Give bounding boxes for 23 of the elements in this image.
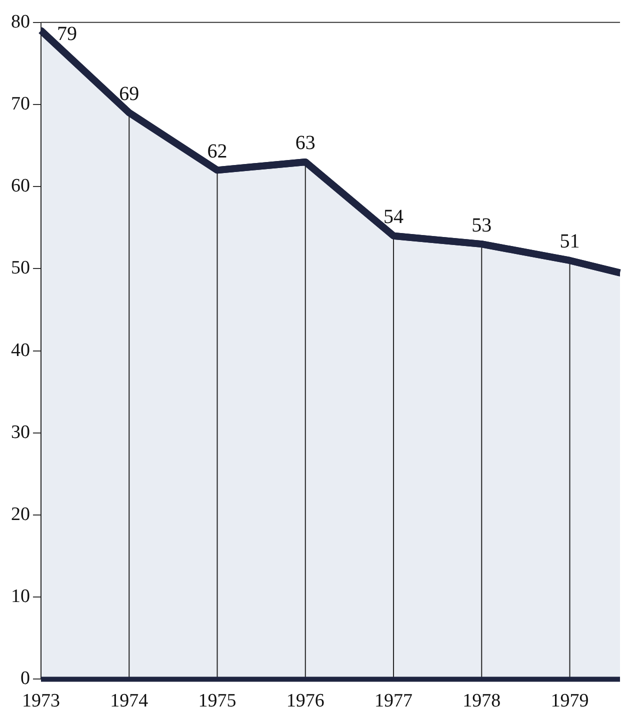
x-tick-label: 1976: [286, 690, 324, 712]
x-tick-label: 1973: [22, 690, 60, 712]
y-tick-label: 30: [11, 422, 30, 443]
x-tick-label: 1974: [110, 690, 149, 712]
data-label: 63: [295, 132, 316, 154]
data-label: 54: [384, 206, 404, 228]
data-label: 69: [119, 82, 140, 105]
y-tick-label: 40: [11, 340, 30, 361]
x-tick-label: 1979: [550, 690, 589, 712]
y-tick-label: 60: [11, 176, 30, 197]
y-tick-label: 0: [20, 668, 30, 690]
y-tick-label: 70: [11, 93, 30, 114]
y-tick-label: 50: [11, 258, 30, 279]
x-tick-label: 1978: [462, 690, 501, 712]
data-label: 79: [57, 22, 77, 45]
y-tick-label: 20: [11, 504, 30, 525]
x-tick-label: 1975: [198, 690, 236, 712]
y-tick-label: 10: [11, 586, 30, 608]
y-tick-label: 80: [11, 11, 30, 32]
data-label: 62: [207, 140, 228, 162]
x-tick-label: 1977: [374, 690, 413, 712]
data-label: 53: [472, 214, 492, 236]
data-label: 51: [560, 230, 580, 253]
